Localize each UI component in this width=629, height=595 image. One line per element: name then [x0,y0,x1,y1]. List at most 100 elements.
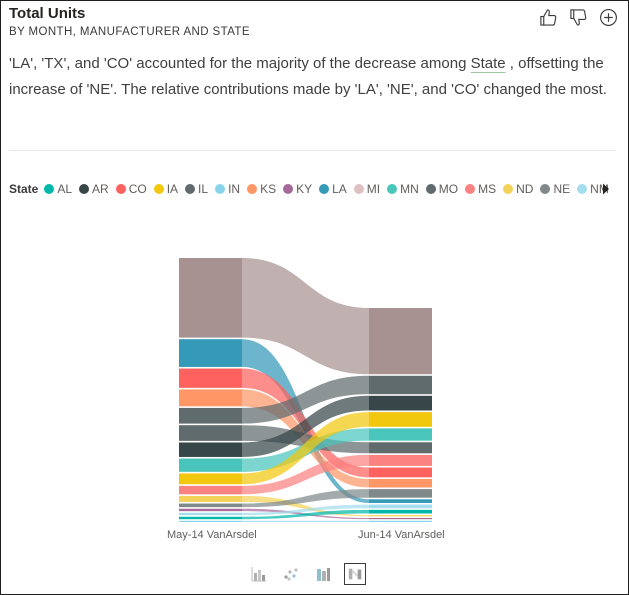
bar-segment-jun-co[interactable] [369,467,432,478]
bar-segment-may-nm[interactable] [179,512,242,516]
bar-segment-jun-nm[interactable] [369,504,432,509]
legend-label: AR [92,182,109,196]
bar-segment-jun-mi[interactable] [369,308,432,375]
bar-segment-jun-ms[interactable] [369,454,432,466]
ribbon-chart [179,258,432,522]
legend-label: MI [366,182,381,196]
legend-dot [503,184,514,194]
insight-text-part: , offsetting the increase of 'NE'. The r… [9,55,607,98]
legend-label: KS [260,182,277,196]
legend-item[interactable]: AL [44,182,72,196]
legend-label: MN [400,182,419,196]
legend-dot [247,184,258,194]
ribbon-flows [242,258,369,522]
ribbon-nm[interactable] [242,504,369,516]
bar-segment-may-ar[interactable] [179,442,242,457]
bar-segment-may-il[interactable] [179,407,242,424]
legend-label: IL [198,182,209,196]
ribbon-al[interactable] [242,509,369,520]
bar-segment-may-in[interactable] [179,520,242,522]
add-circle-icon[interactable] [598,7,618,27]
card-subtitle: BY MONTH, MANUFACTURER AND STATE [9,26,250,38]
legend-item[interactable]: ND [503,182,533,196]
bar-segment-jun-ne[interactable] [369,489,432,498]
legend-item[interactable]: MO [425,182,459,196]
legend-item[interactable]: IN [215,182,240,196]
bar-segment-may-ky[interactable] [179,508,242,512]
legend-dot [185,184,196,194]
bar-segment-may-mo[interactable] [179,425,242,441]
ribbon-chart-icon[interactable] [344,563,366,585]
legend-label: MO [438,182,459,196]
legend-dot [283,184,294,194]
thumbs-down-icon[interactable] [568,7,588,27]
ribbon-ar[interactable] [242,395,369,457]
bar-segment-jun-ar[interactable] [369,395,432,411]
bar-segment-jun-al[interactable] [369,509,432,514]
legend-item[interactable]: IL [185,182,208,196]
legend-item[interactable]: IA [153,182,179,196]
caret-right-icon[interactable] [602,182,610,200]
legend-dot [115,184,126,194]
insight-text: 'LA', 'TX', and 'CO' accounted for the m… [9,51,609,103]
bar-segment-jun-mn[interactable] [369,428,432,441]
ribbon-ia[interactable] [242,412,369,485]
legend-label: NE [553,182,571,196]
legend-item[interactable]: KS [247,182,276,196]
legend-item[interactable]: AR [79,182,109,196]
bar-segment-may-nd[interactable] [179,495,242,502]
legend-label: AL [57,182,73,196]
stacked-column-icon[interactable] [312,563,334,585]
bar-segment-may-ms[interactable] [179,485,242,495]
legend-item[interactable]: LA [319,182,347,196]
ribbon-in[interactable] [242,520,369,522]
ribbon-mo[interactable] [242,425,369,454]
thumbs-up-icon[interactable] [538,7,558,27]
legend-item[interactable]: MN [387,182,419,196]
chart-legend: State AL AR CO IA IL IN KS KY LA MI MN MO MS ND NE NM [9,179,616,199]
bar-segment-jun-ky[interactable] [369,517,432,520]
insight-text-part: 'LA', 'TX', and 'CO' accounted for the m… [9,55,471,72]
legend-dot [387,184,398,194]
ribbon-ne[interactable] [242,489,369,508]
bar-segment-may-ia[interactable] [179,473,242,485]
bar-segment-may-al[interactable] [179,516,242,520]
legend-item[interactable]: MS [465,182,496,196]
legend-dot [319,184,330,194]
legend-label: MS [478,182,497,196]
bar-segment-jun-nd[interactable] [369,515,432,517]
bar-segment-jun-il[interactable] [369,375,432,395]
bar-segment-may-ks[interactable] [179,389,242,407]
legend-label: IN [228,182,241,196]
ribbon-il[interactable] [242,375,369,424]
bar-segment-jun-ks[interactable] [369,478,432,488]
bar-segment-jun-la[interactable] [369,499,432,503]
bar-segment-jun-in[interactable] [369,520,432,522]
legend-dot [153,184,164,194]
x-axis-label: Jun-14 VanArsdel [358,529,445,541]
insight-keyword-state[interactable]: State [470,55,506,72]
legend-item[interactable]: NE [540,182,570,196]
column-chart-icon[interactable] [248,563,270,585]
legend-dot [79,184,90,194]
bar-segment-may-mi[interactable] [179,258,242,338]
bar-segment-jun-ia[interactable] [369,412,432,427]
visual-type-switcher [248,563,366,585]
legend-label: IA [166,182,179,196]
legend-label: LA [332,182,347,196]
bar-segment-may-la[interactable] [179,339,242,367]
ribbon-nd[interactable] [242,495,369,517]
scatter-chart-icon[interactable] [280,563,302,585]
legend-item[interactable]: KY [283,182,312,196]
legend-dot [353,184,364,194]
ribbon-ms[interactable] [242,454,369,495]
legend-item[interactable]: MI [353,182,381,196]
x-axis-label: May-14 VanArsdel [167,529,257,541]
bar-segment-jun-mo[interactable] [369,442,432,454]
bar-segment-may-ne[interactable] [179,503,242,508]
bar-segment-may-mn[interactable] [179,458,242,472]
ribbon-mi[interactable] [242,258,369,375]
bar-segment-may-co[interactable] [179,368,242,388]
legend-item[interactable]: CO [115,182,147,196]
legend-label: ND [516,182,534,196]
